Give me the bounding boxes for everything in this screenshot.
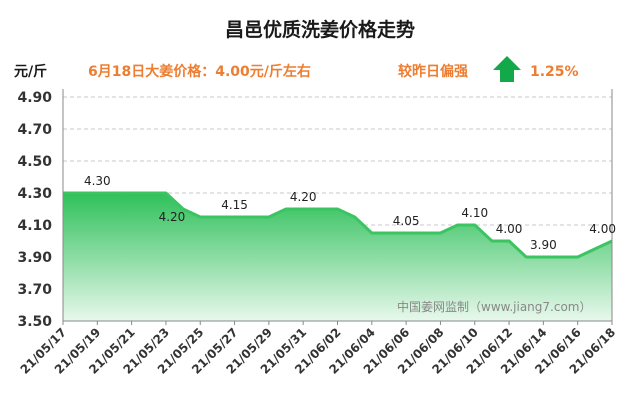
y-tick-label: 3.90: [17, 250, 52, 266]
data-label: 4.30: [84, 174, 111, 188]
data-label: 4.05: [393, 214, 420, 228]
area-series: [63, 191, 613, 321]
data-label: 4.15: [221, 198, 248, 212]
data-label: 4.00: [589, 222, 616, 236]
change-label: 较昨日偏强: [398, 63, 468, 80]
chart-title: 昌邑优质洗姜价格走势: [225, 18, 415, 41]
data-labels: 4.30 4.20 4.15 4.20 4.05 4.10 4.00 3.90 4.00: [84, 174, 616, 252]
data-label: 3.90: [530, 238, 557, 252]
y-tick-labels: 4.90 4.70 4.50 4.30 4.10 3.90 3.70 3.50: [17, 90, 52, 330]
y-tick-label: 4.70: [17, 122, 52, 138]
data-label: 4.20: [290, 190, 317, 204]
y-tick-label: 3.70: [17, 282, 52, 298]
y-axis-unit: 元/斤: [14, 63, 47, 80]
y-tick-label: 4.50: [17, 154, 52, 170]
y-tick-label: 3.50: [17, 314, 52, 330]
up-arrow-icon: [493, 56, 521, 82]
data-label: 4.10: [461, 206, 488, 220]
y-tick-label: 4.90: [17, 90, 52, 106]
price-summary: 6月18日大姜价格：4.00元/斤左右: [88, 63, 311, 80]
x-tick-labels: 21/05/1721/05/1921/05/2121/05/2321/05/25…: [18, 321, 618, 377]
watermark: 中国姜网监制（www.jiang7.com）: [397, 299, 591, 314]
data-label: 4.00: [496, 222, 523, 236]
series-line: [63, 191, 613, 259]
y-tick-label: 4.10: [17, 218, 52, 234]
change-percent: 1.25%: [530, 64, 579, 80]
data-label: 4.20: [159, 210, 186, 224]
y-tick-label: 4.30: [17, 186, 52, 202]
